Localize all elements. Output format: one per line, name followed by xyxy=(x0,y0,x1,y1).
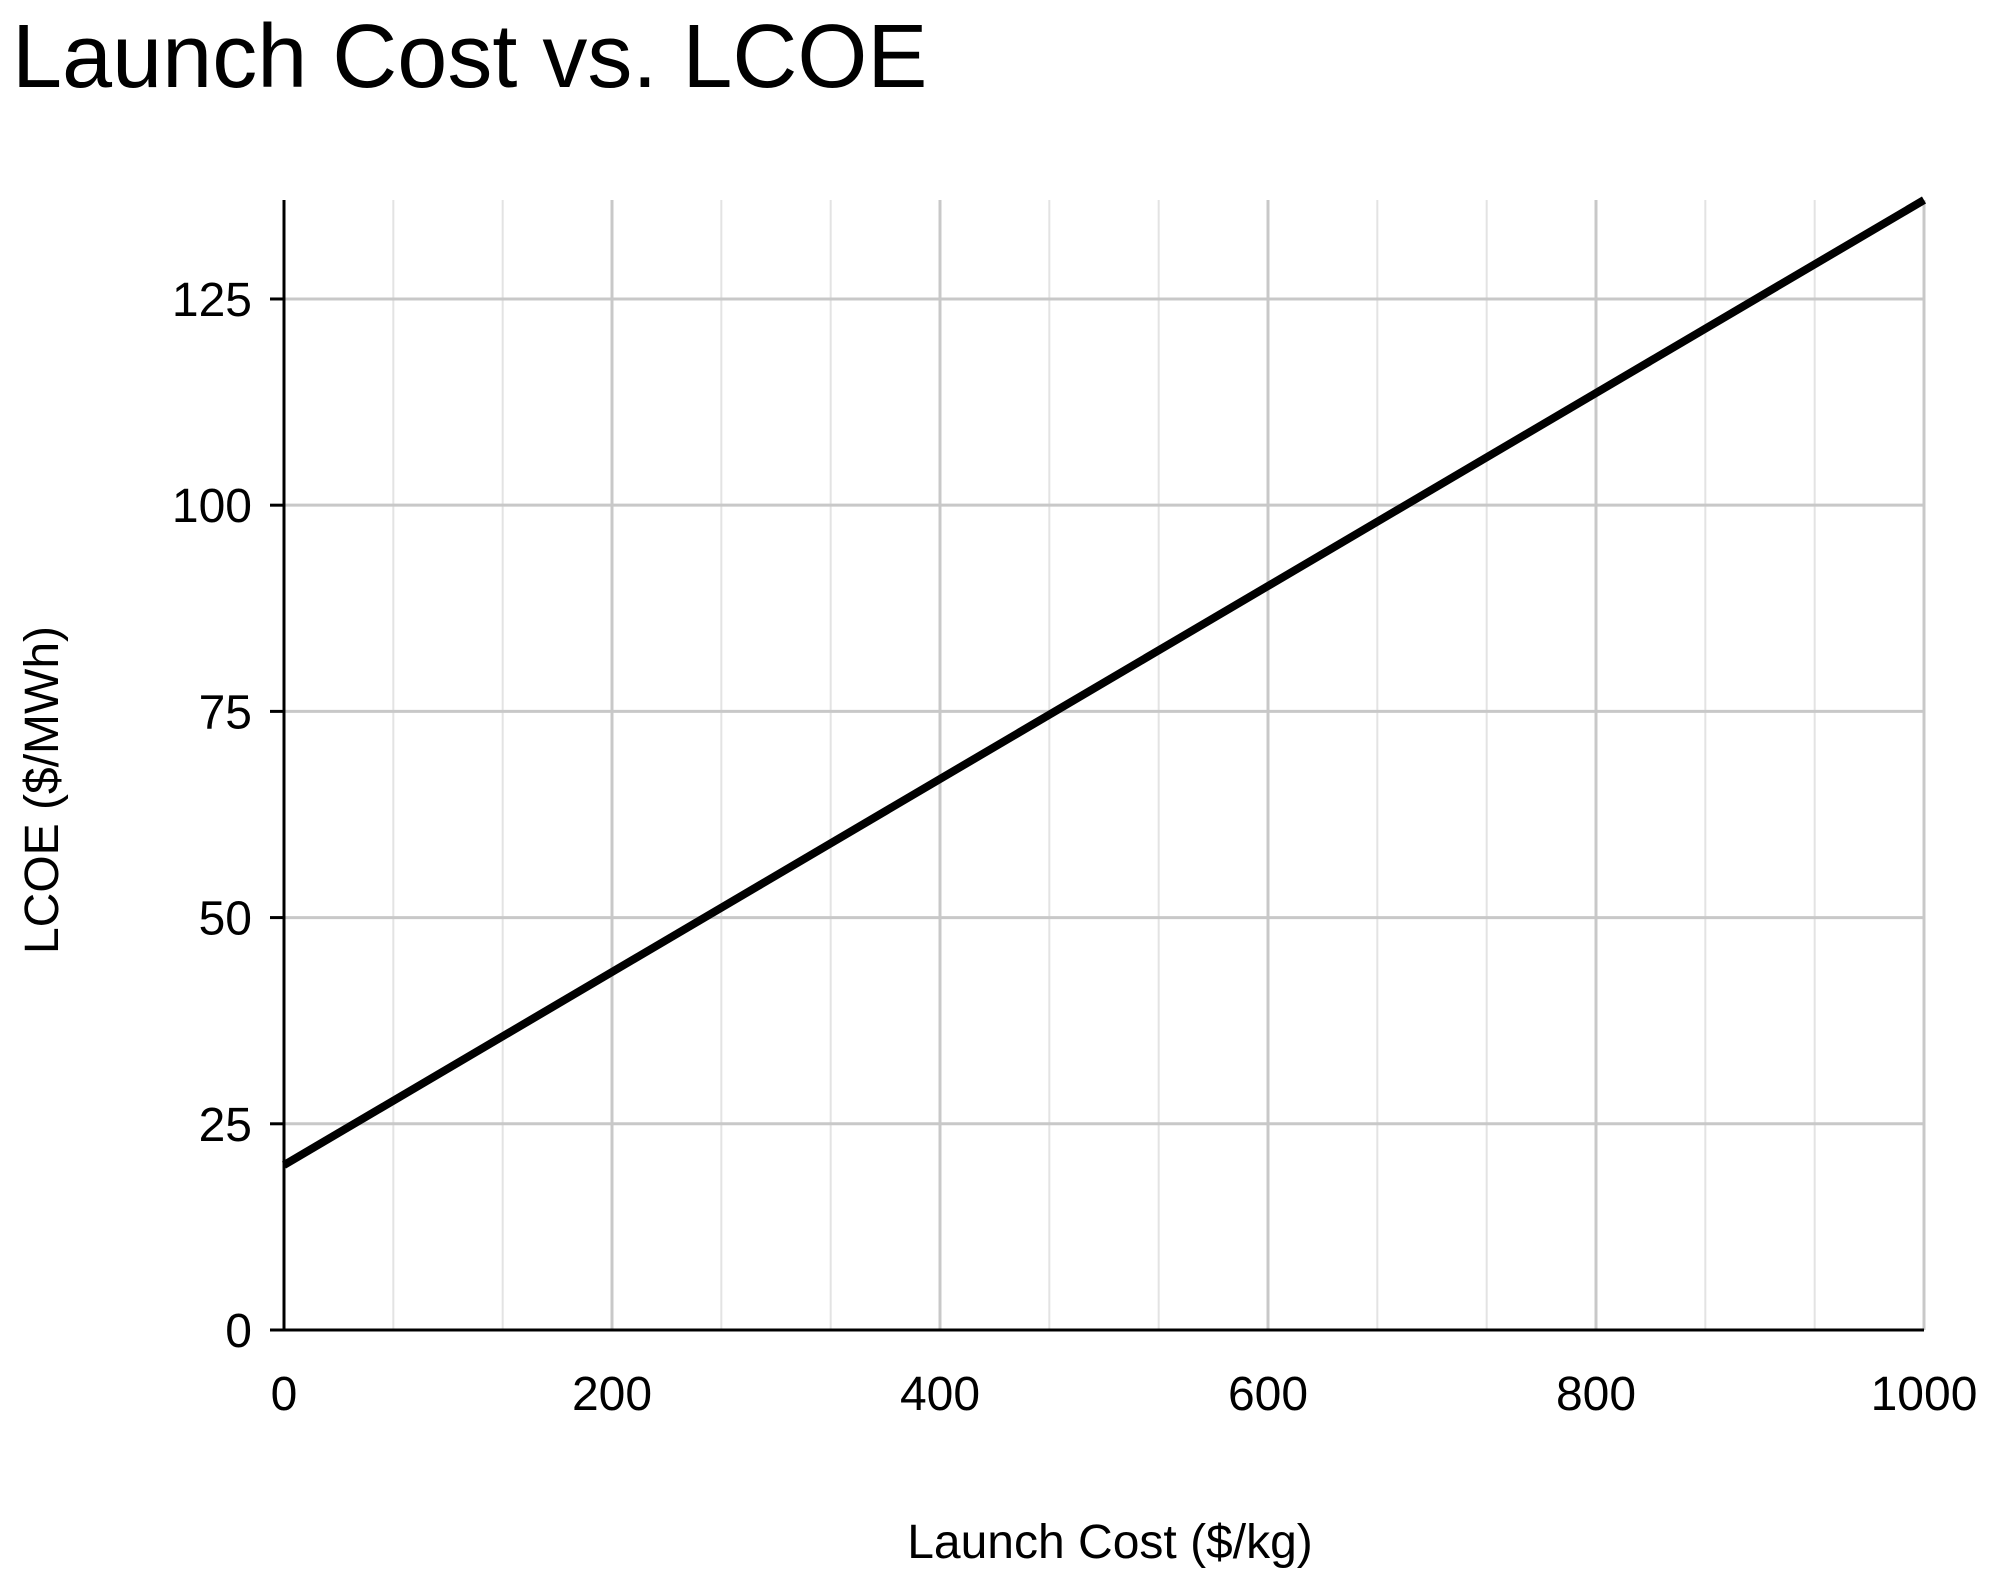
tick-labels: 0 25 50 75 100 125 0 200 400 600 800 1000 xyxy=(172,274,1977,1421)
x-tick-label: 1000 xyxy=(1871,1368,1978,1421)
y-tick-label: 75 xyxy=(199,686,252,739)
x-tick-label: 400 xyxy=(900,1368,980,1421)
y-axis-label: LCOE ($/MWh) xyxy=(16,626,69,954)
minor-gridlines xyxy=(392,200,1816,1330)
major-gridlines xyxy=(284,200,1926,1330)
chart-title: Launch Cost vs. LCOE xyxy=(12,7,928,107)
x-tick-label: 600 xyxy=(1228,1368,1308,1421)
x-tick-label: 200 xyxy=(572,1368,652,1421)
y-tick-label: 125 xyxy=(172,274,252,327)
series-layer xyxy=(281,196,1927,1169)
x-tick-label: 0 xyxy=(271,1368,298,1421)
series-line xyxy=(281,196,1927,1169)
y-tick-label: 0 xyxy=(225,1305,252,1358)
axes xyxy=(270,200,1924,1332)
x-axis-label: Launch Cost ($/kg) xyxy=(907,1516,1313,1569)
y-tick-label: 100 xyxy=(172,480,252,533)
y-tick-label: 50 xyxy=(199,893,252,946)
x-tick-label: 800 xyxy=(1556,1368,1636,1421)
y-tick-label: 25 xyxy=(199,1099,252,1152)
